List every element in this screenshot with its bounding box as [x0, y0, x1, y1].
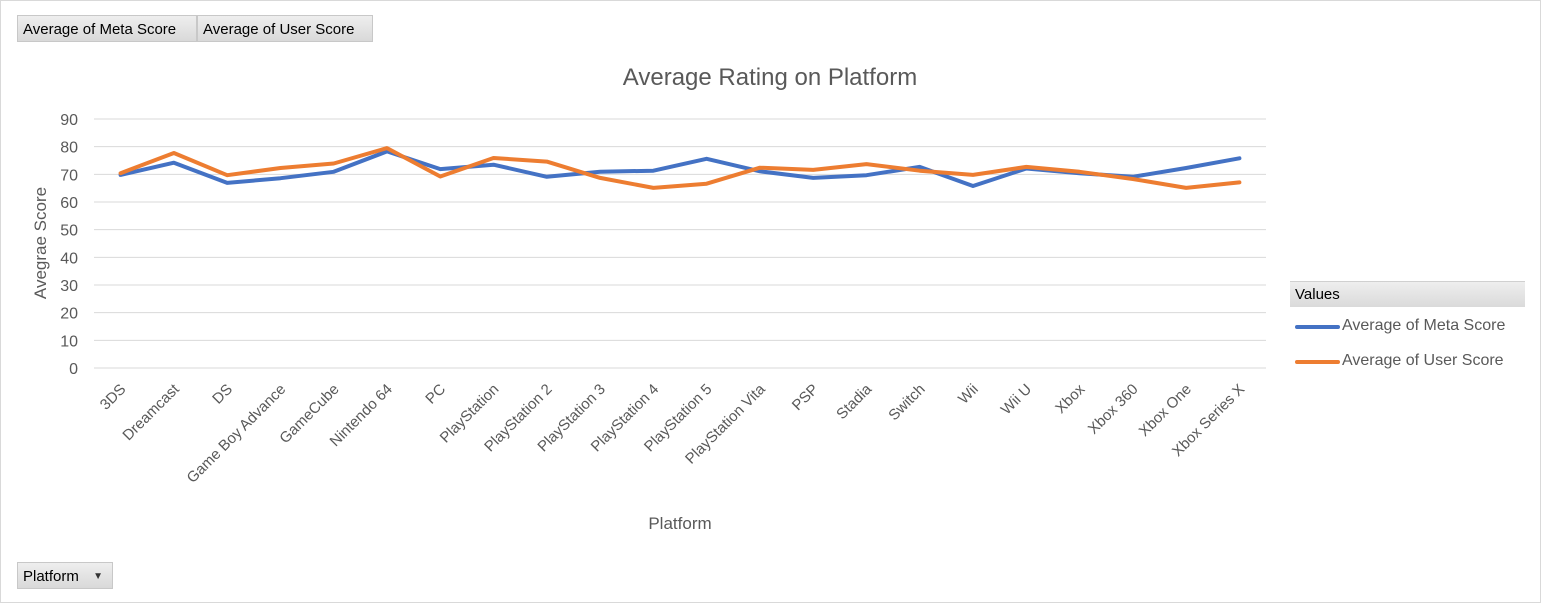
chevron-down-icon[interactable]: ▼ — [93, 571, 103, 582]
y-tick-label: 70 — [60, 167, 78, 184]
y-tick-labels: 0 10 20 30 40 50 60 70 80 90 — [60, 112, 78, 378]
x-tick-label: Switch — [885, 381, 928, 424]
series-line-user-score[interactable] — [118, 146, 1242, 190]
x-tick-label: Dreamcast — [119, 380, 183, 444]
chart-title: Average Rating on Platform — [623, 64, 917, 91]
x-tick-label: PC — [422, 381, 449, 408]
y-tick-label: 60 — [60, 195, 78, 212]
x-tick-label: Wii — [955, 381, 982, 408]
y-tick-label: 0 — [69, 361, 78, 378]
y-axis-label: Avegrae Score — [31, 187, 50, 299]
y-tick-label: 10 — [60, 333, 78, 350]
series-lines — [118, 146, 1242, 190]
y-tick-label: 90 — [60, 112, 78, 129]
y-tick-label: 40 — [60, 250, 78, 267]
legend-swatch-meta — [1295, 325, 1340, 329]
legend-swatch-user — [1295, 360, 1340, 364]
y-tick-label: 30 — [60, 278, 78, 295]
x-tick-label: Game Boy Advance — [184, 381, 290, 487]
user-score-field-button[interactable]: Average of User Score — [197, 15, 373, 42]
platform-field-button[interactable]: Platform ▼ — [17, 562, 113, 589]
x-tick-label: Wii U — [998, 381, 1035, 418]
x-tick-label: PSP — [789, 381, 822, 414]
gridlines — [94, 118, 1266, 369]
x-tick-label: Xbox — [1052, 380, 1089, 417]
y-tick-label: 80 — [60, 140, 78, 157]
y-tick-label: 50 — [60, 223, 78, 240]
x-tick-label: DS — [209, 381, 236, 408]
meta-score-field-button[interactable]: Average of Meta Score — [17, 15, 197, 42]
legend-label-meta: Average of Meta Score — [1342, 317, 1506, 334]
y-tick-label: 20 — [60, 306, 78, 323]
x-tick-label: Xbox 360 — [1085, 381, 1142, 438]
legend-label-user: Average of User Score — [1342, 352, 1504, 369]
x-tick-label: 3DS — [97, 381, 130, 414]
x-tick-label: Stadia — [833, 380, 876, 423]
x-axis-label: Platform — [648, 514, 711, 533]
platform-field-label: Platform — [23, 568, 79, 585]
legend-header[interactable]: Values — [1290, 281, 1525, 307]
